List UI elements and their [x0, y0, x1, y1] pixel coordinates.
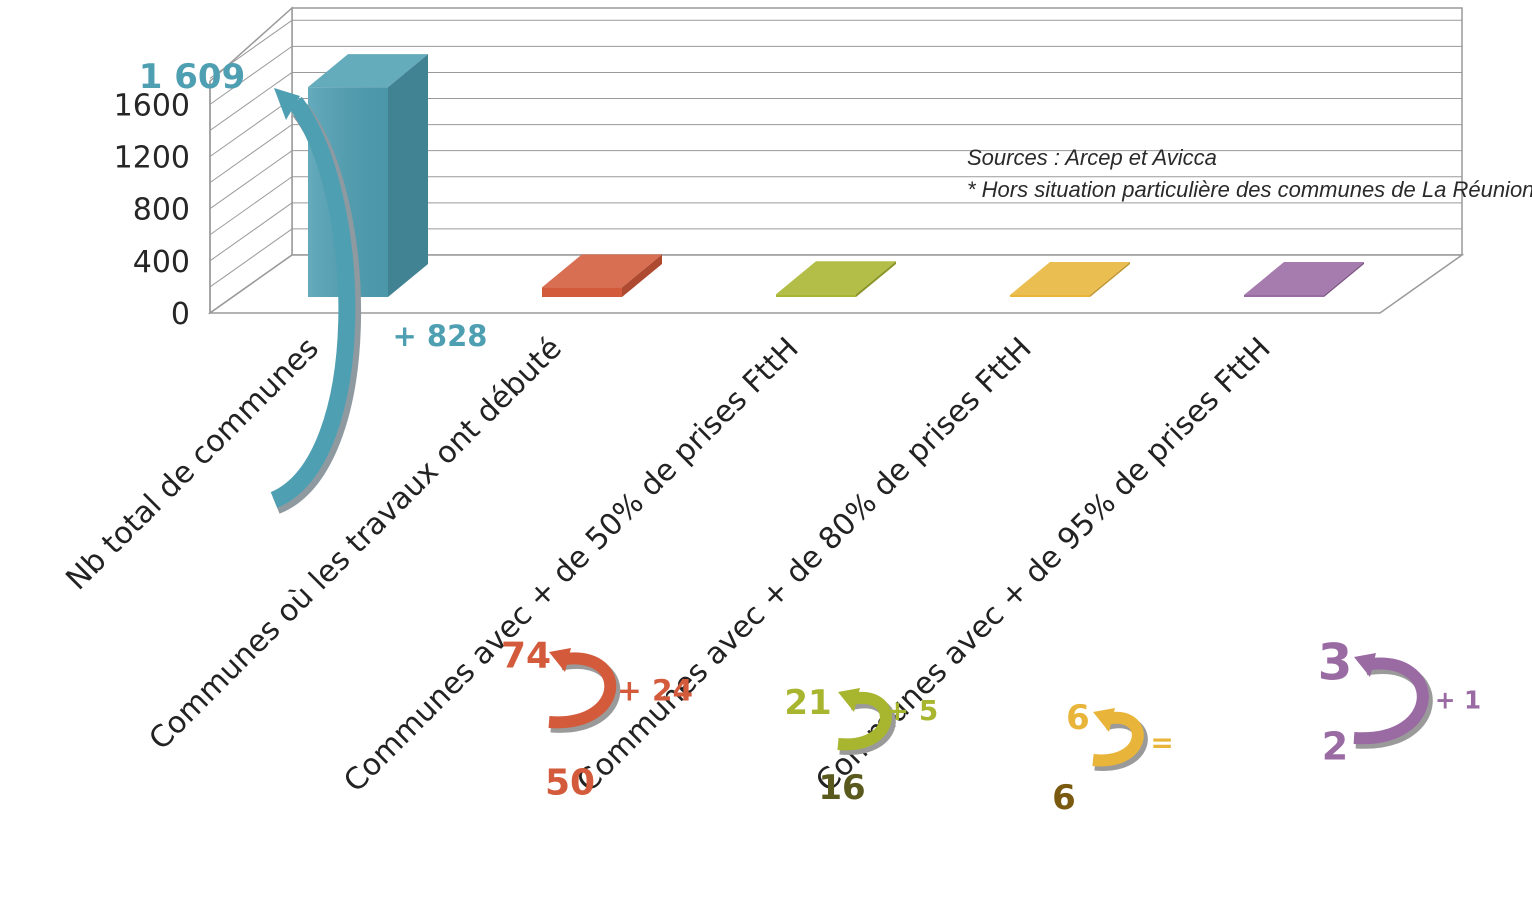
gridline-side — [209, 254, 293, 314]
y-tick-label: 0 — [171, 297, 190, 332]
bar-top — [776, 261, 896, 295]
gridline-side — [209, 150, 293, 210]
bar — [542, 254, 662, 297]
bar — [776, 261, 896, 297]
arrow-body — [548, 652, 617, 729]
bar — [1244, 262, 1364, 297]
bar-side — [622, 254, 662, 297]
bar-side — [856, 261, 896, 297]
current-value: 6 — [1066, 698, 1090, 738]
arrow-head — [838, 688, 860, 712]
change-arrows: 74 50 + 24 21 16 + 5 6 6 = 3 2 + 1 — [270, 88, 1482, 818]
y-tick-label: 1600 — [114, 88, 190, 123]
previous-value: 50 — [545, 763, 595, 804]
arrow-body — [837, 692, 892, 751]
change-label: + 1 — [1435, 686, 1481, 715]
source-notes: Sources : Arcep et Avicca * Hors situatio… — [967, 145, 1532, 202]
bar-top — [542, 254, 662, 288]
current-value: 21 — [784, 683, 831, 723]
change-arrow — [270, 88, 362, 514]
source-note: Sources : Arcep et Avicca — [967, 145, 1217, 170]
y-tick-label: 400 — [133, 245, 190, 280]
bar-side — [1324, 262, 1364, 297]
category-label: Communes avec + de 80% de prises FttH — [570, 331, 1038, 799]
gridline-side — [209, 176, 293, 236]
change-label: + 24 — [617, 674, 693, 708]
value-labels: 1 609 + 828 — [139, 57, 488, 353]
bar-side — [1090, 262, 1130, 297]
bar — [1010, 262, 1130, 297]
bar-side — [388, 54, 428, 297]
change-indicator: 6 6 = — [1052, 698, 1174, 818]
bar-top — [1010, 262, 1130, 295]
gridline-side — [209, 228, 293, 288]
gridline-side — [209, 202, 293, 262]
change-label: + 5 — [886, 694, 938, 727]
gridline-side — [209, 19, 293, 79]
arrow-head — [549, 648, 571, 672]
arrow-head — [1354, 653, 1376, 677]
category-label: Nb total de communes — [59, 331, 325, 597]
change-indicator: 74 50 + 24 — [501, 636, 693, 804]
change-label: + 828 — [393, 319, 488, 353]
arrow-body — [270, 96, 356, 508]
bar-front — [542, 287, 622, 297]
y-axis: 0 400 800 1200 1600 — [114, 88, 190, 332]
gridline-side — [209, 45, 293, 105]
arrow-body — [1353, 657, 1429, 745]
change-indicator: 3 2 + 1 — [1318, 634, 1482, 769]
y-tick-label: 1200 — [114, 141, 190, 176]
bar-front — [1244, 295, 1324, 297]
previous-value: 16 — [818, 768, 865, 808]
change-indicator: 21 16 + 5 — [784, 683, 938, 808]
previous-value: 6 — [1052, 778, 1076, 818]
arrow-head — [274, 88, 300, 120]
change-label: = — [1150, 726, 1173, 759]
previous-value: 2 — [1322, 724, 1348, 768]
bars — [308, 54, 1364, 297]
bar-top — [308, 54, 428, 88]
gridline-side — [209, 72, 293, 131]
current-value: 3 — [1318, 634, 1353, 692]
y-tick-label: 800 — [133, 193, 190, 228]
gridline-side — [209, 98, 293, 157]
category-label: Communes où les travaux ont débuté — [143, 331, 569, 757]
source-note: * Hors situation particulière des commun… — [967, 177, 1532, 202]
current-value: 74 — [501, 636, 551, 677]
gridline-side — [209, 124, 293, 184]
bar-top — [1244, 262, 1364, 295]
arrow-body — [1092, 712, 1144, 767]
arrow-head — [1093, 708, 1115, 732]
back-wall — [291, 7, 1463, 256]
value-label: 1 609 — [139, 57, 245, 97]
bar-front — [776, 294, 856, 297]
bar-front — [1010, 295, 1090, 297]
